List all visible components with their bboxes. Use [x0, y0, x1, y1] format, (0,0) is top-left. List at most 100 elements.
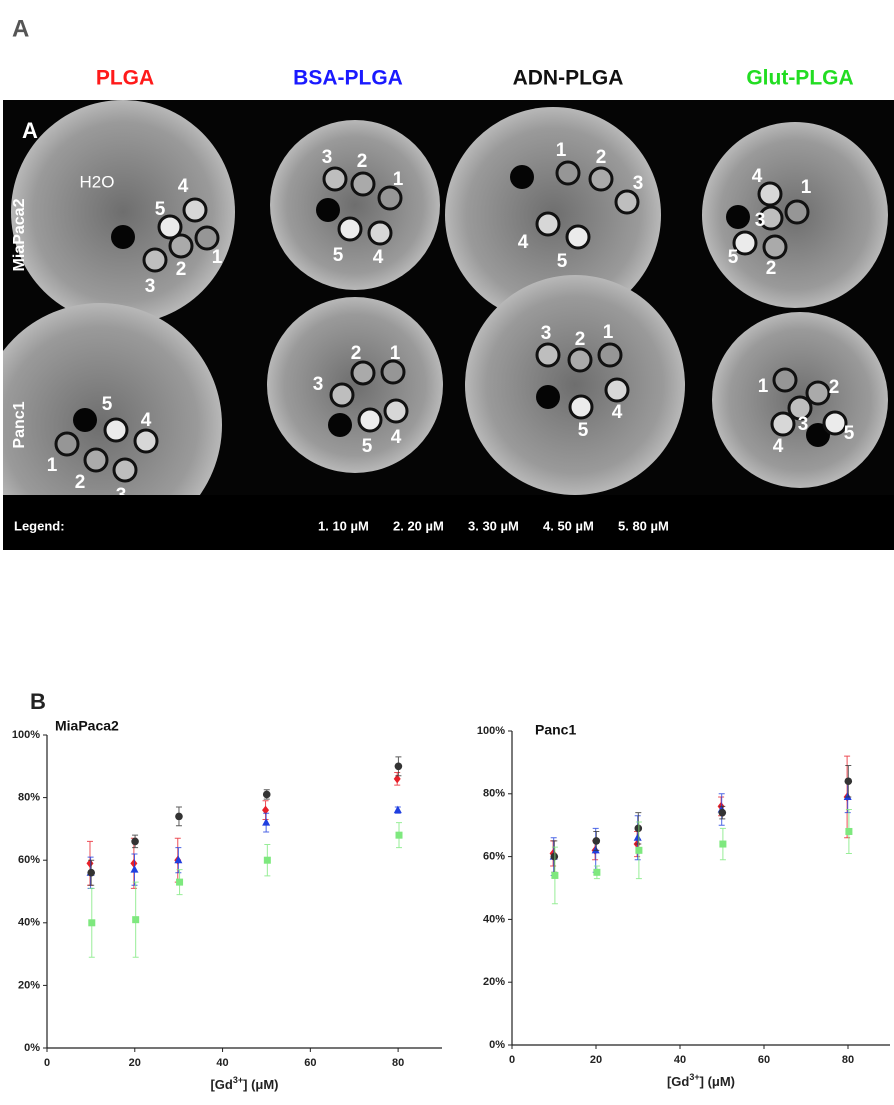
tube-label: 4: [773, 436, 784, 457]
x-tick-label: 20: [590, 1054, 602, 1066]
tube: [758, 205, 784, 231]
tube-label: 3: [145, 276, 156, 297]
phantom: [11, 100, 235, 324]
point: [175, 812, 183, 821]
column-header: BSA-PLGA: [293, 67, 403, 90]
water-tube: [536, 385, 560, 409]
y-tick-label: 20%: [483, 976, 505, 988]
y-tick-label: 0%: [24, 1042, 40, 1054]
water-tube: [316, 198, 340, 222]
water-tube: [726, 205, 750, 229]
point: [394, 762, 403, 771]
tube-label: 1: [393, 169, 404, 190]
tube: [784, 199, 810, 225]
tube-label: 5: [578, 420, 589, 441]
point: [130, 865, 139, 873]
legend-item: 2. 20 µM: [393, 518, 444, 533]
tube-label: 4: [178, 176, 189, 197]
legend-item: 3. 30 µM: [468, 518, 519, 533]
point: [592, 837, 601, 845]
tube-label: 5: [362, 436, 373, 457]
y-tick-label: 80%: [483, 788, 505, 800]
legend-strip: [3, 495, 894, 550]
y-tick-label: 0%: [489, 1039, 505, 1051]
tube-label: 4: [752, 166, 763, 187]
tube: [535, 211, 561, 237]
phantom: [267, 297, 443, 473]
tube: [103, 417, 129, 443]
x-tick-label: 20: [129, 1057, 141, 1069]
x-axis-label-part: ] (μM): [243, 1077, 278, 1092]
tube: [614, 189, 640, 215]
point: [131, 837, 139, 846]
tube-label: 5: [557, 251, 568, 272]
tube-label: 4: [391, 427, 402, 448]
x-axis-label-part: 3+: [689, 1072, 699, 1082]
point: [130, 858, 138, 868]
tube-label: 2: [75, 472, 86, 493]
row-label: MiaPaca2: [11, 198, 28, 271]
point: [633, 833, 642, 841]
tube-label: 5: [728, 247, 739, 268]
tube-label: 2: [357, 151, 368, 172]
point: [718, 808, 727, 817]
point: [132, 916, 140, 924]
column-header: Glut-PLGA: [746, 67, 853, 90]
point: [86, 858, 94, 868]
tube: [322, 166, 348, 192]
point: [87, 868, 95, 877]
y-tick-label: 20%: [18, 979, 40, 991]
tube: [337, 216, 363, 242]
tube-label: 2: [596, 147, 607, 168]
tube-label: 1: [390, 343, 401, 364]
tube: [168, 233, 194, 259]
tube-label: 1: [47, 455, 58, 476]
y-tick-label: 100%: [477, 725, 505, 737]
tube: [535, 342, 561, 368]
point: [844, 777, 853, 786]
tube-label: 3: [313, 374, 324, 395]
y-tick-label: 100%: [12, 729, 40, 741]
tube: [604, 377, 630, 403]
tube: [565, 224, 591, 250]
tube: [380, 359, 406, 385]
tube-label: 5: [333, 245, 344, 266]
tube-label: 3: [755, 210, 766, 231]
tube-label: 5: [102, 394, 113, 415]
tube-label: 4: [373, 247, 384, 268]
point: [174, 855, 183, 864]
x-axis-label-part: 3+: [233, 1075, 243, 1085]
tube-label: 1: [758, 376, 769, 397]
point: [395, 831, 403, 839]
point: [634, 824, 643, 833]
phantom: [270, 120, 440, 290]
inner-panel-label: A: [22, 118, 38, 143]
y-tick-label: 40%: [18, 917, 40, 929]
tube: [383, 398, 409, 424]
tube: [54, 431, 80, 457]
tube-label: 1: [603, 322, 614, 343]
panel-label: A: [12, 15, 29, 42]
tube: [772, 367, 798, 393]
point: [843, 792, 852, 800]
x-axis-label-part: [Gd: [667, 1074, 689, 1089]
chart-title: Panc1: [535, 722, 576, 738]
tube: [567, 347, 593, 373]
tube: [787, 395, 813, 421]
legend-item: 5. 80 µM: [618, 518, 669, 533]
tube: [805, 380, 831, 406]
point: [593, 868, 601, 876]
tube: [350, 360, 376, 386]
tube-label: 1: [556, 140, 567, 161]
tube: [194, 225, 220, 251]
tube: [757, 181, 783, 207]
tube-label: 1: [212, 247, 223, 268]
phantom: [465, 275, 685, 495]
point: [393, 774, 401, 784]
tube-label: 3: [541, 323, 552, 344]
y-tick-label: 60%: [18, 854, 40, 866]
water-tube: [111, 225, 135, 249]
phantoms: 12345H2O12345123451234512345123451234512…: [3, 100, 888, 495]
tube: [732, 230, 758, 256]
legend-title: Legend:: [14, 518, 65, 533]
